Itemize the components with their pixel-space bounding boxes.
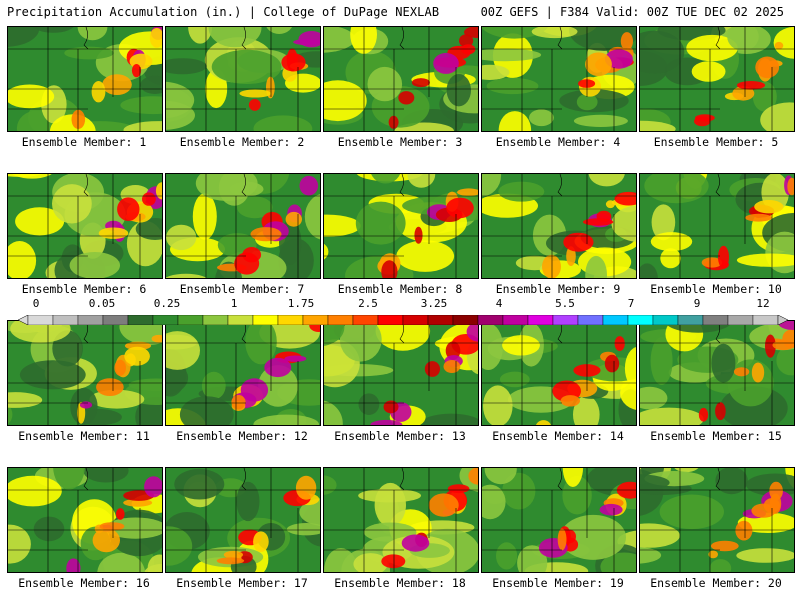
colorbar-tick-label: 0.05	[88, 297, 116, 310]
ensemble-member-label: Ensemble Member: 12	[176, 429, 308, 443]
ensemble-member-label: Ensemble Member: 3	[337, 135, 463, 149]
ensemble-member-label: Ensemble Member: 2	[179, 135, 305, 149]
colorbar-swatch	[477, 314, 504, 326]
colorbar-tick-label: 4	[495, 297, 503, 310]
ensemble-member-label: Ensemble Member: 5	[653, 135, 779, 149]
ensemble-member-label: Ensemble Member: 19	[492, 576, 624, 590]
colorbar-tick-label: 5.5	[555, 297, 575, 310]
map-panel	[7, 467, 163, 573]
colorbar-tick-label: 3.25	[420, 297, 448, 310]
map-panel	[165, 467, 321, 573]
colorbar-swatch	[352, 314, 379, 326]
colorbar-tick-label: 7	[627, 297, 635, 310]
map-panel	[639, 26, 795, 132]
colorbar-swatch	[177, 314, 204, 326]
colorbar-swatch	[652, 314, 679, 326]
colorbar-swatch	[152, 314, 179, 326]
colorbar-tick-label: 0	[32, 297, 40, 310]
colorbar-swatch	[502, 314, 529, 326]
colorbar-tick-label: 1.75	[287, 297, 315, 310]
map-panel	[639, 173, 795, 279]
ensemble-member-label: Ensemble Member: 17	[176, 576, 308, 590]
ensemble-member-label: Ensemble Member: 6	[21, 282, 147, 296]
colorbar-swatch	[727, 314, 754, 326]
ensemble-member-label: Ensemble Member: 15	[650, 429, 782, 443]
map-panel	[165, 26, 321, 132]
colorbar-swatch	[227, 314, 254, 326]
colorbar	[17, 310, 789, 326]
colorbar-swatch	[602, 314, 629, 326]
colorbar-tick-label: 2.5	[358, 297, 378, 310]
colorbar-arrow-right	[777, 314, 789, 326]
colorbar-tick-label: 1	[230, 297, 238, 310]
map-panel	[323, 26, 479, 132]
colorbar-swatch	[377, 314, 404, 326]
colorbar-swatch	[577, 314, 604, 326]
colorbar-swatch	[52, 314, 79, 326]
map-panel	[481, 467, 637, 573]
colorbar-swatch	[677, 314, 704, 326]
ensemble-member-label: Ensemble Member: 4	[495, 135, 621, 149]
header-title-left: Precipitation Accumulation (in.) | Colle…	[7, 5, 440, 19]
ensemble-member-label: Ensemble Member: 20	[650, 576, 782, 590]
header-title-right: 00Z GEFS | F384 Valid: 00Z TUE DEC 02 20…	[480, 5, 784, 19]
colorbar-swatch	[752, 314, 779, 326]
colorbar-tick-label: 9	[693, 297, 701, 310]
map-panel	[323, 467, 479, 573]
colorbar-swatch	[277, 314, 304, 326]
colorbar-swatch	[427, 314, 454, 326]
colorbar-swatch	[402, 314, 429, 326]
colorbar-swatch	[102, 314, 129, 326]
colorbar-swatch	[552, 314, 579, 326]
ensemble-member-label: Ensemble Member: 18	[334, 576, 466, 590]
colorbar-swatch	[627, 314, 654, 326]
colorbar-swatch	[202, 314, 229, 326]
map-panel	[165, 320, 321, 426]
colorbar-swatch	[27, 314, 54, 326]
map-panel	[7, 320, 163, 426]
map-panel	[165, 173, 321, 279]
map-panel	[323, 173, 479, 279]
colorbar-tick-label: 0.25	[153, 297, 181, 310]
ensemble-member-label: Ensemble Member: 11	[18, 429, 150, 443]
ensemble-member-label: Ensemble Member: 8	[337, 282, 463, 296]
map-panel	[481, 26, 637, 132]
colorbar-swatch	[77, 314, 104, 326]
map-panel	[639, 467, 795, 573]
colorbar-swatch	[452, 314, 479, 326]
ensemble-member-label: Ensemble Member: 10	[650, 282, 782, 296]
ensemble-member-label: Ensemble Member: 1	[21, 135, 147, 149]
colorbar-swatch	[702, 314, 729, 326]
ensemble-member-label: Ensemble Member: 9	[495, 282, 621, 296]
ensemble-member-label: Ensemble Member: 7	[179, 282, 305, 296]
colorbar-tick-label: 12	[756, 297, 770, 310]
colorbar-swatch	[302, 314, 329, 326]
map-panel	[481, 320, 637, 426]
colorbar-arrow-left	[17, 314, 29, 326]
ensemble-member-label: Ensemble Member: 16	[18, 576, 150, 590]
colorbar-swatch	[327, 314, 354, 326]
ensemble-member-label: Ensemble Member: 13	[334, 429, 466, 443]
colorbar-swatch	[527, 314, 554, 326]
map-panel	[7, 26, 163, 132]
ensemble-member-label: Ensemble Member: 14	[492, 429, 624, 443]
map-panel	[323, 320, 479, 426]
colorbar-swatch	[127, 314, 154, 326]
map-panel	[639, 320, 795, 426]
map-panel	[481, 173, 637, 279]
colorbar-swatch	[252, 314, 279, 326]
map-panel	[7, 173, 163, 279]
